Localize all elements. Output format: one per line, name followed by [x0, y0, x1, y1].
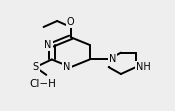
Text: N: N	[63, 62, 71, 72]
Text: S: S	[32, 62, 38, 72]
Text: Cl−H: Cl−H	[29, 79, 56, 89]
Text: NH: NH	[136, 62, 150, 72]
Text: N: N	[109, 55, 116, 64]
Text: N: N	[44, 40, 52, 50]
Text: O: O	[67, 17, 75, 27]
